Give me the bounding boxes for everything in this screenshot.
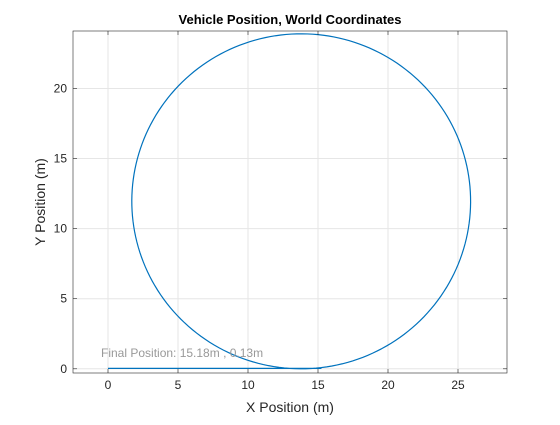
vehicle-trajectory-line xyxy=(108,33,472,370)
tick-labels: 0 5 10 15 20 25 0 5 10 15 20 xyxy=(54,81,465,392)
axes-box xyxy=(72,30,508,374)
grid-lines xyxy=(73,31,507,373)
tick-marks xyxy=(73,31,507,373)
x-tick-label: 5 xyxy=(175,378,182,392)
data-layer xyxy=(108,33,472,370)
y-axis-label: Y Position (m) xyxy=(32,158,48,246)
y-tick-label: 5 xyxy=(60,292,67,306)
x-tick-label: 10 xyxy=(241,378,255,392)
x-axis-label: X Position (m) xyxy=(246,399,334,415)
axes-background xyxy=(73,31,507,373)
x-tick-label: 20 xyxy=(381,378,395,392)
final-position-annotation: Final Position: 15.18m , 0.13m xyxy=(101,346,263,360)
y-tick-label: 20 xyxy=(54,81,68,95)
x-tick-label: 25 xyxy=(451,378,465,392)
y-tick-label: 0 xyxy=(60,362,67,376)
y-tick-label: 10 xyxy=(54,222,68,236)
x-tick-label: 15 xyxy=(311,378,325,392)
chart-title: Vehicle Position, World Coordinates xyxy=(179,12,402,27)
x-tick-label: 0 xyxy=(105,378,112,392)
y-tick-label: 15 xyxy=(54,152,68,166)
